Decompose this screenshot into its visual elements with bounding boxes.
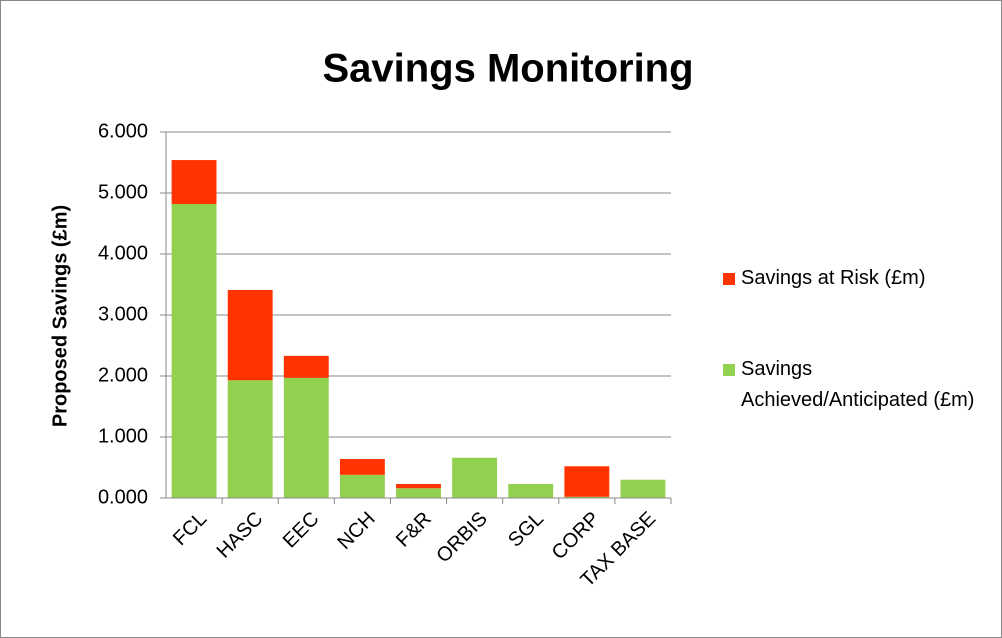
y-tick-label: 0.000 [98,486,148,508]
legend-label: Savings at Risk (£m) [741,267,926,289]
bar-segment [508,483,554,498]
y-axis-title: Proposed Savings (£m) [49,205,71,427]
x-tick-label: SGL [504,508,548,552]
bar-segment [227,289,273,381]
chart-title: Savings Monitoring [322,47,693,91]
legend-swatch [723,364,735,376]
bar-segment [339,474,385,498]
bar-segment [396,483,441,489]
y-tick-label: 1.000 [98,425,148,447]
bar-segment [227,380,273,498]
y-tick-label: 4.000 [98,242,148,264]
x-tick-label: F&R [392,508,436,552]
bar-segment [283,355,329,378]
y-tick-label: 5.000 [98,181,148,203]
legend-item: Savings Achieved/Anticipated (£m) [723,354,993,416]
bar-segment [339,458,385,475]
legend-swatch [723,273,735,285]
bar-segment [620,479,666,498]
x-tick-label: EEC [279,508,324,553]
x-tick-label: ORBIS [432,508,492,568]
legend-label: Savings Achieved/Anticipated (£m) [741,358,975,411]
bar-segment [452,457,498,498]
y-tick-label: 6.000 [98,120,148,142]
x-tick-label: NCH [333,508,379,554]
bar-segment [564,496,610,498]
x-tick-label: FCL [169,508,211,550]
x-tick-label: HASC [213,508,268,563]
y-tick-label: 2.000 [98,364,148,386]
bar-segment [396,488,441,498]
bar-segment [171,203,217,499]
bar-segment [564,466,610,497]
legend: Savings at Risk (£m) Savings Achieved/Ant… [723,263,993,476]
bar-segment [283,377,329,498]
y-tick-label: 3.000 [98,303,148,325]
legend-item: Savings at Risk (£m) [723,263,993,294]
bar-segment [171,160,217,204]
